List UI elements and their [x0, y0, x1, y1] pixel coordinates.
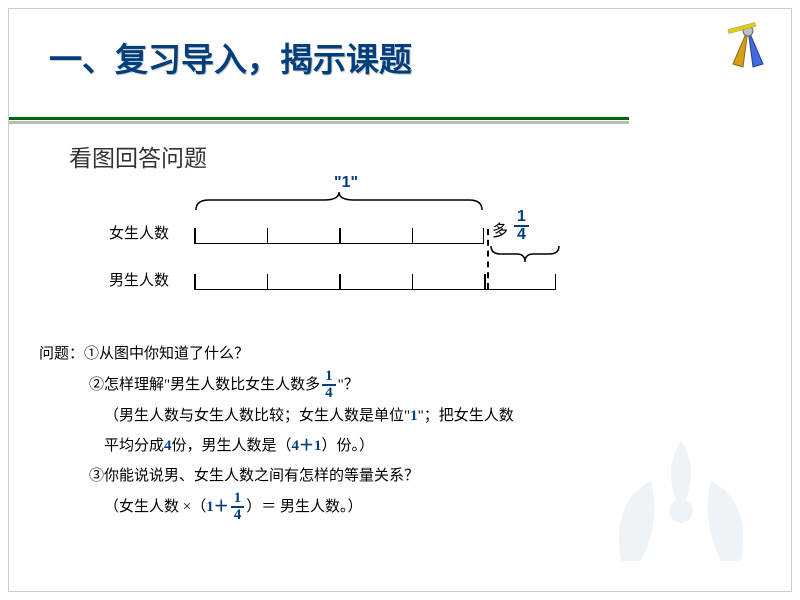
slide-title: 一、复习导入，揭示课题 — [49, 33, 412, 81]
subtitle: 看图回答问题 — [69, 139, 207, 173]
q2-text-b: "？ — [338, 370, 359, 400]
q1-text: ①从图中你知道了什么？ — [84, 339, 249, 369]
q1-line: 问题： ①从图中你知道了什么？ — [39, 339, 761, 369]
boys-number-line — [194, 272, 556, 290]
q3-ans-a: （女生人数 ×（ — [104, 492, 206, 522]
bar-diagram: "1" 女生人数 男生人数 多 1 4 — [109, 174, 589, 304]
q2-fraction: 1 4 — [322, 369, 336, 401]
boys-label: 男生人数 — [109, 269, 169, 290]
diagram-fraction: 1 4 — [514, 209, 529, 243]
girls-label: 女生人数 — [109, 222, 169, 243]
q2-line: ②怎样理解"男生人数比女生人数多 1 4 "？ — [39, 369, 761, 401]
more-label: 多 — [492, 217, 508, 241]
q3-plus: ＋ — [214, 492, 229, 522]
q2-text-a: ②怎样理解"男生人数比女生人数多 — [89, 370, 320, 400]
q3-fraction: 1 4 — [231, 491, 245, 523]
brace-right — [489, 244, 561, 262]
frac-den: 4 — [514, 227, 529, 243]
q2-four: 4 — [164, 431, 172, 461]
q2-ans1: （男生人数与女生人数比较；女生人数是单位" — [104, 401, 410, 431]
q2-ans1b: "；把女生人数 — [418, 401, 514, 431]
q3-text: ③你能说说男、女生人数之间有怎样的等量关系？ — [89, 461, 419, 491]
frac-num: 1 — [514, 209, 529, 227]
compass-icon — [723, 19, 773, 69]
girls-number-line — [194, 226, 484, 244]
question-prefix: 问题： — [39, 339, 84, 369]
q2-expr: 4＋1 — [292, 431, 322, 461]
unit-label: "1" — [334, 174, 358, 192]
q2-ans2b: 份，男生人数是（ — [172, 431, 292, 461]
q2-ans2a: 平均分成 — [104, 431, 164, 461]
q2-ans2c: ）份。） — [322, 431, 375, 461]
brace-top — [194, 192, 484, 212]
title-underline — [9, 117, 629, 120]
slide-frame: 一、复习导入，揭示课题 看图回答问题 "1" 女生人数 男生人数 — [8, 8, 792, 592]
watermark-icon — [591, 401, 771, 581]
q2-one: 1 — [410, 401, 418, 431]
q3-one: 1 — [206, 492, 214, 522]
q3-ans-b: ）＝ 男生人数。） — [246, 492, 362, 522]
